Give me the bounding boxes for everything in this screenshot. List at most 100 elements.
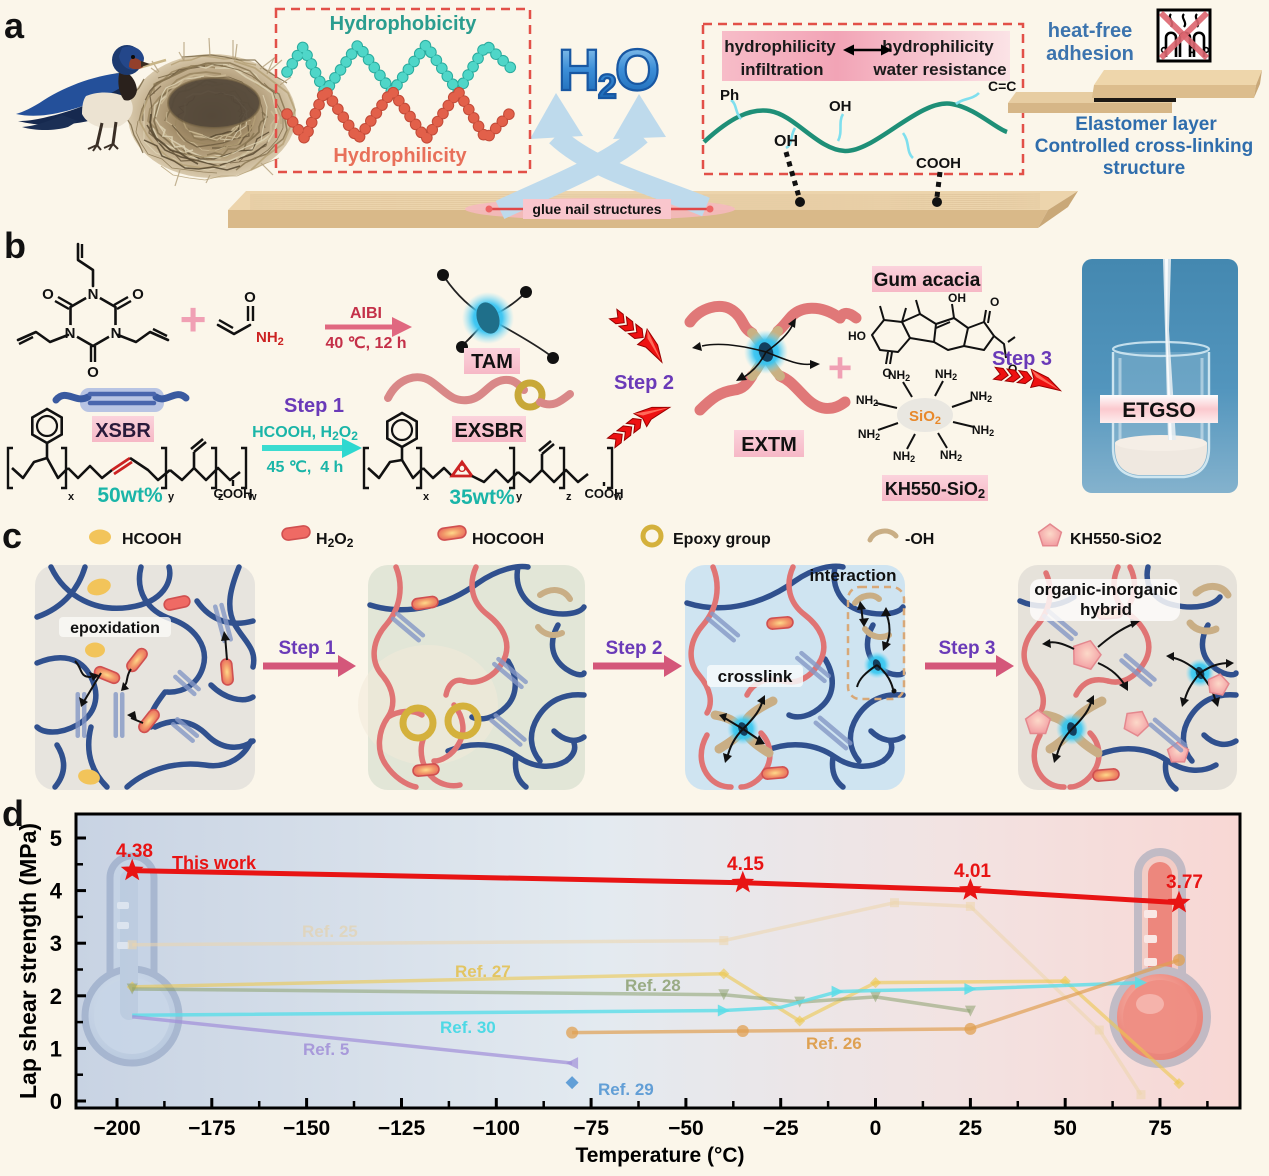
svg-text:EXTM: EXTM — [741, 434, 797, 456]
svg-text:O: O — [132, 286, 144, 303]
svg-text:H2O2: H2O2 — [316, 531, 354, 550]
svg-text:HO: HO — [848, 329, 866, 343]
svg-text:This work: This work — [172, 853, 257, 873]
svg-text:NH2: NH2 — [893, 449, 915, 464]
svg-text:−25: −25 — [763, 1117, 799, 1140]
svg-text:Gum acacia: Gum acacia — [874, 270, 981, 291]
svg-text:C=C: C=C — [988, 78, 1016, 94]
svg-text:75: 75 — [1148, 1117, 1172, 1140]
svg-text:NH2: NH2 — [856, 393, 878, 408]
svg-text:O: O — [882, 366, 891, 380]
svg-text:Step 2: Step 2 — [614, 372, 674, 394]
svg-text:NH2: NH2 — [256, 329, 284, 348]
svg-text:3: 3 — [50, 931, 62, 956]
svg-text:y: y — [516, 491, 523, 503]
svg-text:O: O — [1008, 362, 1017, 376]
svg-text:KH550-SiO2: KH550-SiO2 — [1070, 531, 1162, 548]
svg-text:−75: −75 — [573, 1117, 609, 1140]
svg-text:2: 2 — [50, 984, 62, 1009]
svg-text:EXSBR: EXSBR — [455, 420, 524, 442]
svg-text:O: O — [42, 286, 54, 303]
svg-text:Controlled cross-linking: Controlled cross-linking — [1035, 136, 1254, 157]
svg-text:OH: OH — [774, 133, 798, 150]
svg-text:HCOOH, H2O2: HCOOH, H2O2 — [252, 424, 358, 443]
svg-text:Ref. 29: Ref. 29 — [598, 1080, 654, 1099]
svg-text:−50: −50 — [668, 1117, 704, 1140]
svg-text:x: x — [68, 491, 75, 503]
svg-text:COOH: COOH — [585, 486, 624, 501]
svg-text:N: N — [88, 286, 99, 303]
svg-text:N: N — [111, 325, 122, 342]
svg-text:w: w — [247, 491, 257, 503]
svg-text:Ph: Ph — [720, 87, 739, 104]
svg-text:Elastomer layer: Elastomer layer — [1075, 114, 1217, 135]
svg-text:OH: OH — [948, 291, 966, 305]
svg-text:interaction: interaction — [810, 566, 897, 585]
svg-text:0: 0 — [870, 1117, 882, 1140]
svg-text:heat-free: heat-free — [1048, 20, 1132, 42]
svg-text:KH550-SiO2: KH550-SiO2 — [885, 479, 985, 501]
svg-text:NH2: NH2 — [972, 423, 994, 438]
svg-text:1: 1 — [50, 1036, 62, 1061]
svg-text:hybrid: hybrid — [1080, 600, 1132, 619]
svg-text:50wt%: 50wt% — [97, 484, 163, 507]
svg-text:z: z — [566, 491, 572, 503]
svg-text:OH: OH — [829, 98, 852, 115]
svg-text:NH2: NH2 — [858, 427, 880, 442]
svg-text:AIBI: AIBI — [350, 305, 382, 322]
svg-text:Step 3: Step 3 — [992, 348, 1052, 370]
svg-text:−125: −125 — [378, 1117, 426, 1140]
svg-text:O: O — [990, 295, 999, 309]
svg-text:Hydrophobicity: Hydrophobicity — [330, 13, 478, 35]
svg-text:NH2: NH2 — [935, 367, 957, 382]
svg-text:w: w — [613, 491, 623, 503]
svg-text:45 ℃, 4 h: 45 ℃, 4 h — [267, 459, 344, 476]
svg-text:25: 25 — [959, 1117, 983, 1140]
svg-text:H2O: H2O — [558, 38, 658, 106]
svg-text:40 ℃, 12 h: 40 ℃, 12 h — [325, 335, 406, 352]
svg-text:x: x — [423, 491, 430, 503]
svg-text:COOH: COOH — [916, 155, 961, 172]
svg-text:Ref. 25: Ref. 25 — [302, 922, 358, 941]
svg-text:TAM: TAM — [471, 351, 513, 373]
svg-text:hydrophilicity: hydrophilicity — [724, 37, 836, 56]
svg-text:4: 4 — [50, 879, 63, 904]
svg-text:−100: −100 — [473, 1117, 520, 1140]
svg-text:infiltration: infiltration — [740, 60, 823, 79]
svg-text:Step 1: Step 1 — [278, 638, 335, 659]
svg-text:35wt%: 35wt% — [449, 486, 515, 509]
svg-text:Step 1: Step 1 — [284, 395, 344, 417]
svg-text:Step 2: Step 2 — [605, 638, 662, 659]
svg-text:structure: structure — [1103, 158, 1185, 179]
svg-text:HCOOH: HCOOH — [122, 531, 182, 548]
svg-text:HOCOOH: HOCOOH — [472, 531, 544, 548]
svg-text:O: O — [458, 463, 467, 475]
svg-text:glue nail structures: glue nail structures — [532, 201, 661, 217]
svg-text:5: 5 — [50, 826, 62, 851]
svg-text:−150: −150 — [283, 1117, 330, 1140]
svg-text:NH2: NH2 — [970, 389, 992, 404]
svg-text:50: 50 — [1054, 1117, 1077, 1140]
svg-text:hydrophilicity: hydrophilicity — [882, 37, 994, 56]
svg-text:Temperature (°C): Temperature (°C) — [575, 1144, 744, 1167]
svg-text:adhesion: adhesion — [1046, 43, 1134, 65]
svg-text:3.77: 3.77 — [1166, 872, 1203, 893]
svg-text:0: 0 — [50, 1089, 62, 1114]
svg-text:NH2: NH2 — [940, 448, 962, 463]
svg-text:water resistance: water resistance — [872, 60, 1006, 79]
svg-text:-OH: -OH — [905, 531, 934, 548]
svg-text:SiO2: SiO2 — [909, 408, 941, 427]
svg-text:+: + — [180, 293, 207, 345]
svg-text:Lap shear strength (MPa): Lap shear strength (MPa) — [15, 823, 41, 1099]
svg-text:Ref. 27: Ref. 27 — [455, 962, 511, 981]
svg-text:O: O — [244, 289, 256, 306]
svg-text:−200: −200 — [93, 1117, 140, 1140]
svg-text:ETGSO: ETGSO — [1122, 399, 1196, 422]
svg-text:4.38: 4.38 — [116, 841, 153, 862]
svg-text:y: y — [168, 491, 175, 503]
svg-text:COOH: COOH — [214, 486, 253, 501]
svg-text:epoxidation: epoxidation — [70, 620, 160, 637]
svg-text:Ref. 5: Ref. 5 — [303, 1040, 349, 1059]
svg-text:Step 3: Step 3 — [938, 638, 995, 659]
svg-text:+: + — [828, 344, 853, 391]
